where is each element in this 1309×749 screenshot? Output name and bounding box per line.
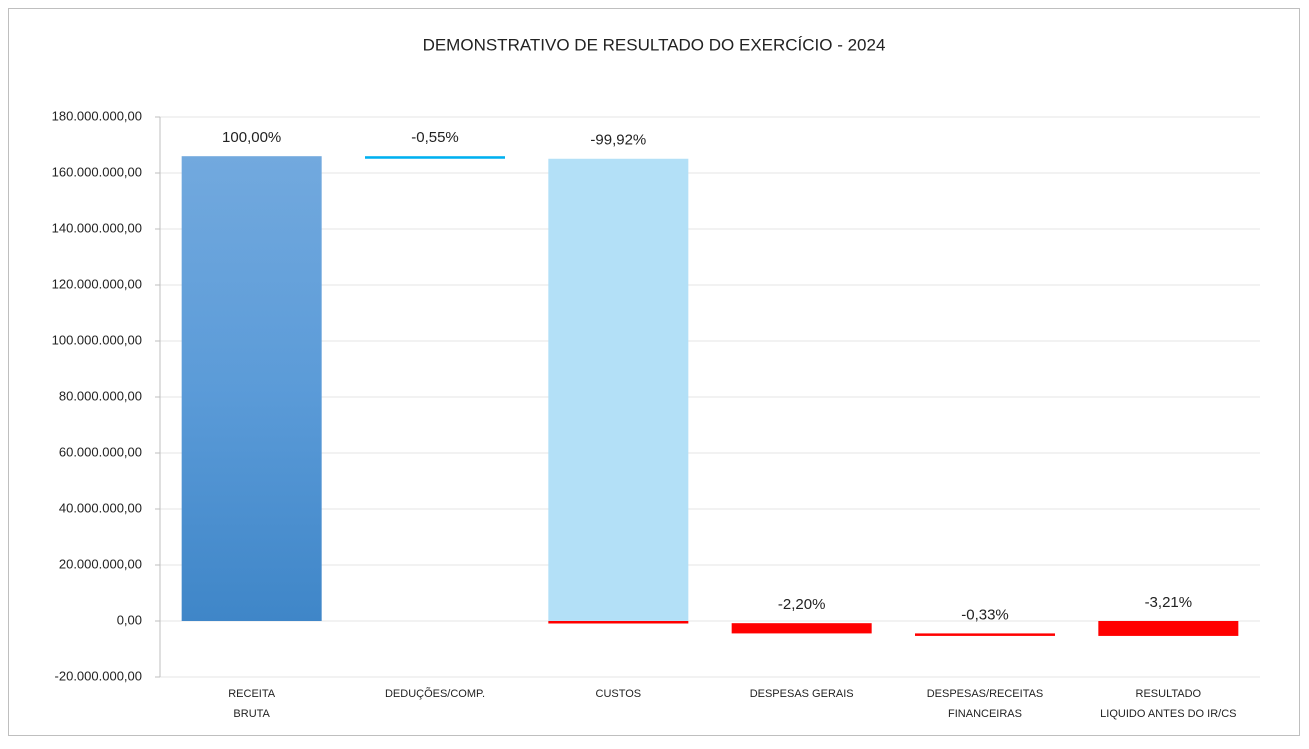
value-label: -0,33% [961, 606, 1009, 623]
value-label: -2,20% [778, 596, 826, 613]
x-tick-label: DESPESAS/RECEITAS [927, 688, 1044, 700]
bar [731, 623, 872, 634]
bar [1098, 621, 1239, 636]
chart-title: DEMONSTRATIVO DE RESULTADO DO EXERCÍCIO … [423, 35, 886, 54]
value-label: -99,92% [590, 132, 646, 149]
bar [365, 156, 505, 159]
x-tick-label: BRUTA [233, 708, 270, 720]
x-tick-label: LIQUIDO ANTES DO IR/CS [1100, 708, 1236, 720]
y-tick-label: 80.000.000,00 [59, 388, 142, 403]
x-tick-label: FINANCEIRAS [948, 708, 1022, 720]
bar [548, 621, 689, 624]
y-tick-label: 100.000.000,00 [52, 332, 142, 347]
y-tick-label: 0,00 [117, 612, 142, 627]
x-tick-label: RECEITA [228, 688, 276, 700]
x-tick-label: DEDUÇÕES/COMP. [385, 687, 485, 700]
y-tick-label: 120.000.000,00 [52, 276, 142, 291]
value-label: -3,21% [1145, 594, 1193, 611]
x-tick-label: RESULTADO [1136, 688, 1202, 700]
x-tick-label: DESPESAS GERAIS [750, 688, 854, 700]
y-tick-label: 180.000.000,00 [52, 108, 142, 123]
x-tick-label: CUSTOS [596, 688, 642, 700]
y-tick-label: 40.000.000,00 [59, 500, 142, 515]
bar [915, 633, 1055, 636]
y-tick-label: 160.000.000,00 [52, 164, 142, 179]
y-tick-label: 20.000.000,00 [59, 556, 142, 571]
y-tick-label: 60.000.000,00 [59, 444, 142, 459]
value-label: -0,55% [411, 129, 459, 146]
y-tick-label: 140.000.000,00 [52, 220, 142, 235]
bar [548, 158, 689, 621]
value-label: 100,00% [222, 129, 281, 146]
bar [181, 156, 322, 621]
y-tick-label: -20.000.000,00 [55, 668, 142, 683]
